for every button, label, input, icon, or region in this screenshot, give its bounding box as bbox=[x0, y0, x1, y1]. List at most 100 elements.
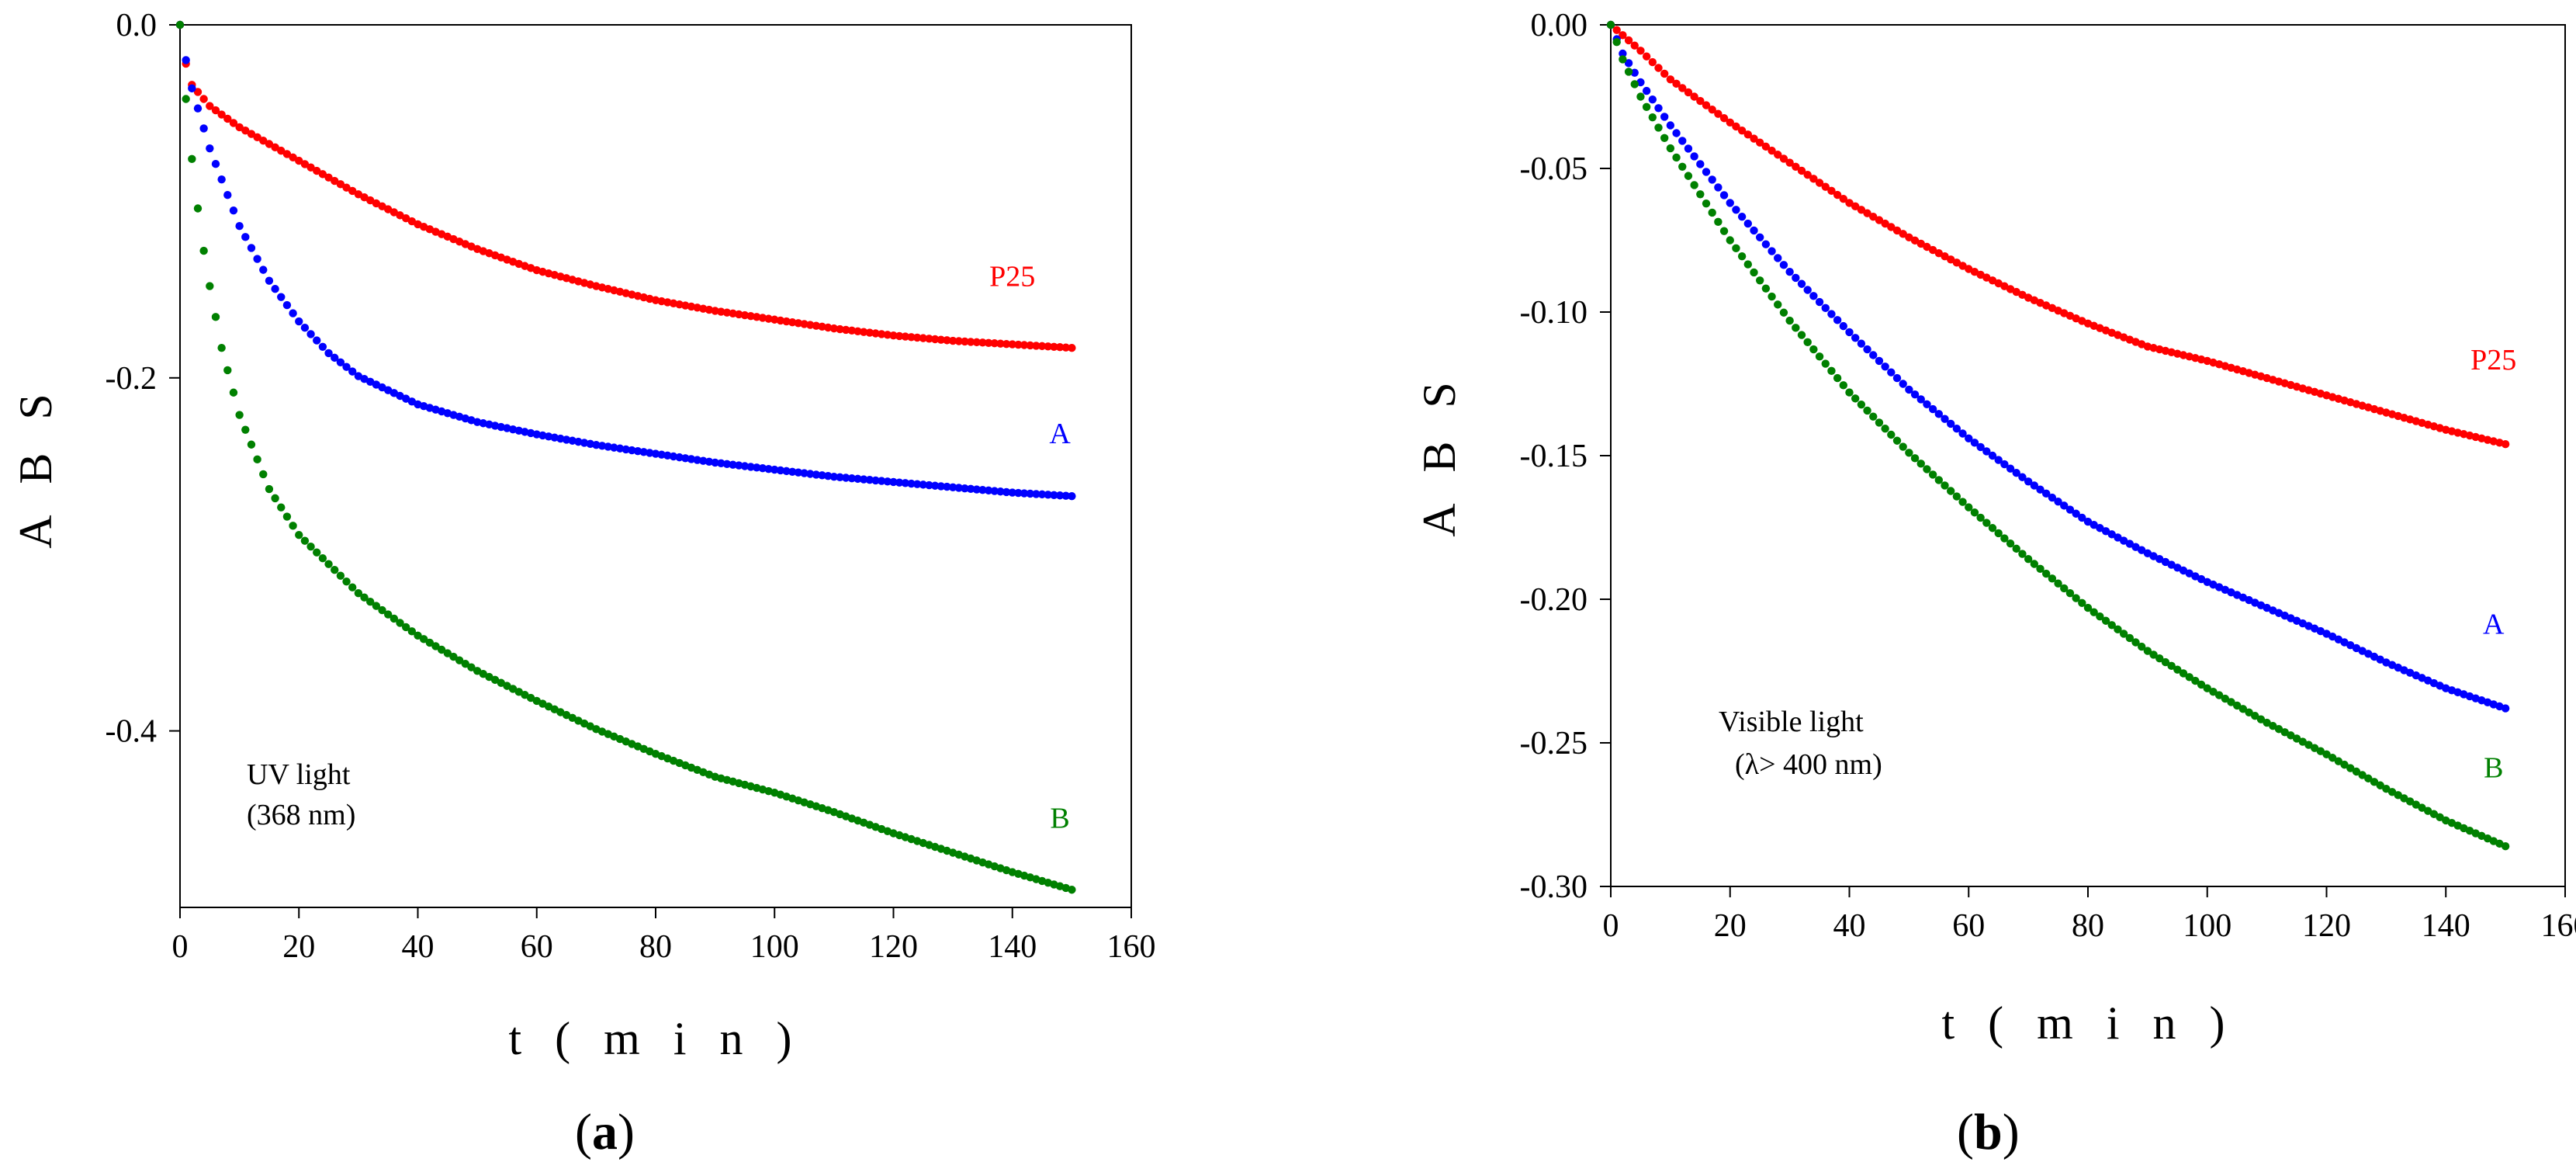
point-b-p25-15 bbox=[1696, 96, 1705, 106]
point-b-a-125 bbox=[2352, 643, 2361, 653]
point-a-a-109 bbox=[824, 472, 833, 480]
point-a-b-20 bbox=[295, 530, 303, 539]
point-a-p25-27 bbox=[336, 180, 345, 189]
point-a-p25-108 bbox=[818, 322, 826, 331]
point-a-a-108 bbox=[818, 471, 826, 480]
point-a-p25-30 bbox=[354, 190, 363, 199]
point-a-p25-29 bbox=[348, 186, 357, 196]
point-b-a-80 bbox=[2083, 517, 2093, 526]
point-b-b-106 bbox=[2238, 705, 2248, 713]
point-a-a-83 bbox=[669, 452, 678, 461]
point-b-b-70 bbox=[2024, 555, 2033, 564]
point-b-p25-51 bbox=[1910, 236, 1920, 245]
point-a-p25-14 bbox=[259, 136, 268, 145]
point-a-p25-134 bbox=[972, 338, 981, 347]
point-b-b-54 bbox=[1928, 470, 1937, 479]
point-b-a-43 bbox=[1863, 345, 1871, 354]
point-b-b-95 bbox=[2173, 665, 2182, 674]
tick-group-b: 0 20 40 60 80 100 120 140 160 0.00 -0.05 -0.10 -0.15… bbox=[1520, 8, 2576, 944]
point-b-b-2 bbox=[1619, 55, 1627, 64]
point-b-b-4 bbox=[1630, 80, 1639, 88]
point-b-p25-36 bbox=[1821, 182, 1830, 191]
point-b-b-132 bbox=[2394, 791, 2402, 800]
point-a-p25-103 bbox=[788, 317, 797, 327]
point-b-b-6 bbox=[1642, 102, 1651, 112]
point-a-a-67 bbox=[574, 437, 583, 446]
point-a-b-7 bbox=[217, 343, 226, 352]
point-a-a-80 bbox=[651, 449, 660, 458]
point-b-b-96 bbox=[2179, 669, 2188, 678]
point-b-b-99 bbox=[2197, 680, 2206, 689]
point-b-b-88 bbox=[2131, 638, 2140, 647]
point-a-p25-18 bbox=[282, 150, 292, 158]
point-b-a-49 bbox=[1899, 380, 1907, 388]
point-a-p25-129 bbox=[943, 336, 951, 345]
point-a-p25-104 bbox=[794, 319, 803, 328]
point-b-b-5 bbox=[1636, 92, 1645, 101]
point-a-b-36 bbox=[390, 614, 399, 623]
point-b-b-63 bbox=[1982, 519, 1991, 527]
point-b-a-68 bbox=[2012, 469, 2020, 477]
point-a-b-49 bbox=[467, 663, 476, 671]
point-b-p25-45 bbox=[1875, 216, 1884, 224]
point-b-p25-54 bbox=[1928, 245, 1937, 255]
point-b-p25-57 bbox=[1946, 255, 1955, 264]
point-a-a-89 bbox=[705, 457, 714, 467]
point-a-a-130 bbox=[948, 483, 957, 491]
point-b-p25-64 bbox=[1988, 276, 1997, 285]
point-b-b-112 bbox=[2274, 725, 2283, 734]
point-a-a-140 bbox=[1008, 488, 1016, 497]
point-b-b-122 bbox=[2334, 757, 2343, 765]
point-a-p25-128 bbox=[937, 335, 946, 344]
point-b-p25-28 bbox=[1774, 151, 1782, 159]
point-b-b-134 bbox=[2405, 797, 2415, 806]
point-b-b-110 bbox=[2263, 718, 2271, 727]
point-b-b-116 bbox=[2298, 737, 2307, 746]
point-b-b-79 bbox=[2078, 598, 2086, 608]
point-b-p25-30 bbox=[1785, 158, 1794, 167]
point-b-b-22 bbox=[1737, 252, 1747, 261]
x-tick-label-b-1: 20 bbox=[1714, 908, 1747, 944]
point-b-b-49 bbox=[1899, 442, 1907, 451]
y-tick-label-b-6: -0.30 bbox=[1520, 869, 1588, 905]
point-a-p25-92 bbox=[722, 308, 732, 317]
point-b-p25-59 bbox=[1958, 262, 1967, 270]
point-b-b-0 bbox=[1606, 20, 1615, 29]
y-tick-label-b-1: -0.05 bbox=[1520, 151, 1588, 187]
point-a-b-31 bbox=[360, 593, 369, 602]
point-b-b-1 bbox=[1612, 38, 1621, 47]
panel-label-a: (a) bbox=[575, 1104, 635, 1160]
point-a-a-150 bbox=[1068, 491, 1076, 501]
point-a-a-95 bbox=[740, 462, 750, 470]
point-b-p25-32 bbox=[1797, 166, 1806, 175]
point-b-p25-27 bbox=[1768, 146, 1776, 155]
point-a-b-22 bbox=[306, 542, 315, 551]
point-b-a-7 bbox=[1648, 95, 1657, 104]
point-a-b-25 bbox=[324, 560, 333, 568]
point-a-a-63 bbox=[550, 433, 559, 442]
point-a-p25-96 bbox=[746, 312, 755, 321]
point-a-a-120 bbox=[889, 477, 898, 487]
point-b-a-58 bbox=[1952, 425, 1961, 433]
point-a-b-8 bbox=[223, 366, 232, 375]
point-a-p25-26 bbox=[331, 176, 339, 186]
point-a-a-91 bbox=[717, 459, 725, 468]
point-a-p25-113 bbox=[847, 326, 857, 335]
point-a-b-14 bbox=[259, 470, 268, 479]
point-b-b-23 bbox=[1743, 260, 1753, 269]
point-a-b-5 bbox=[206, 282, 214, 290]
point-b-b-20 bbox=[1726, 236, 1734, 245]
point-b-a-124 bbox=[2346, 641, 2355, 650]
point-b-a-97 bbox=[2185, 569, 2193, 578]
point-a-p25-143 bbox=[1026, 341, 1034, 350]
point-b-a-19 bbox=[1719, 191, 1729, 199]
point-a-b-24 bbox=[318, 554, 327, 563]
x-axis-label-b: t ( m i n ) bbox=[1942, 997, 2236, 1049]
point-a-b-11 bbox=[241, 425, 250, 434]
point-b-b-115 bbox=[2292, 734, 2301, 743]
point-a-p25-17 bbox=[277, 146, 286, 155]
point-b-b-10 bbox=[1666, 144, 1675, 153]
point-a-a-124 bbox=[912, 480, 922, 488]
point-b-b-90 bbox=[2143, 647, 2152, 655]
point-b-a-37 bbox=[1827, 310, 1836, 318]
